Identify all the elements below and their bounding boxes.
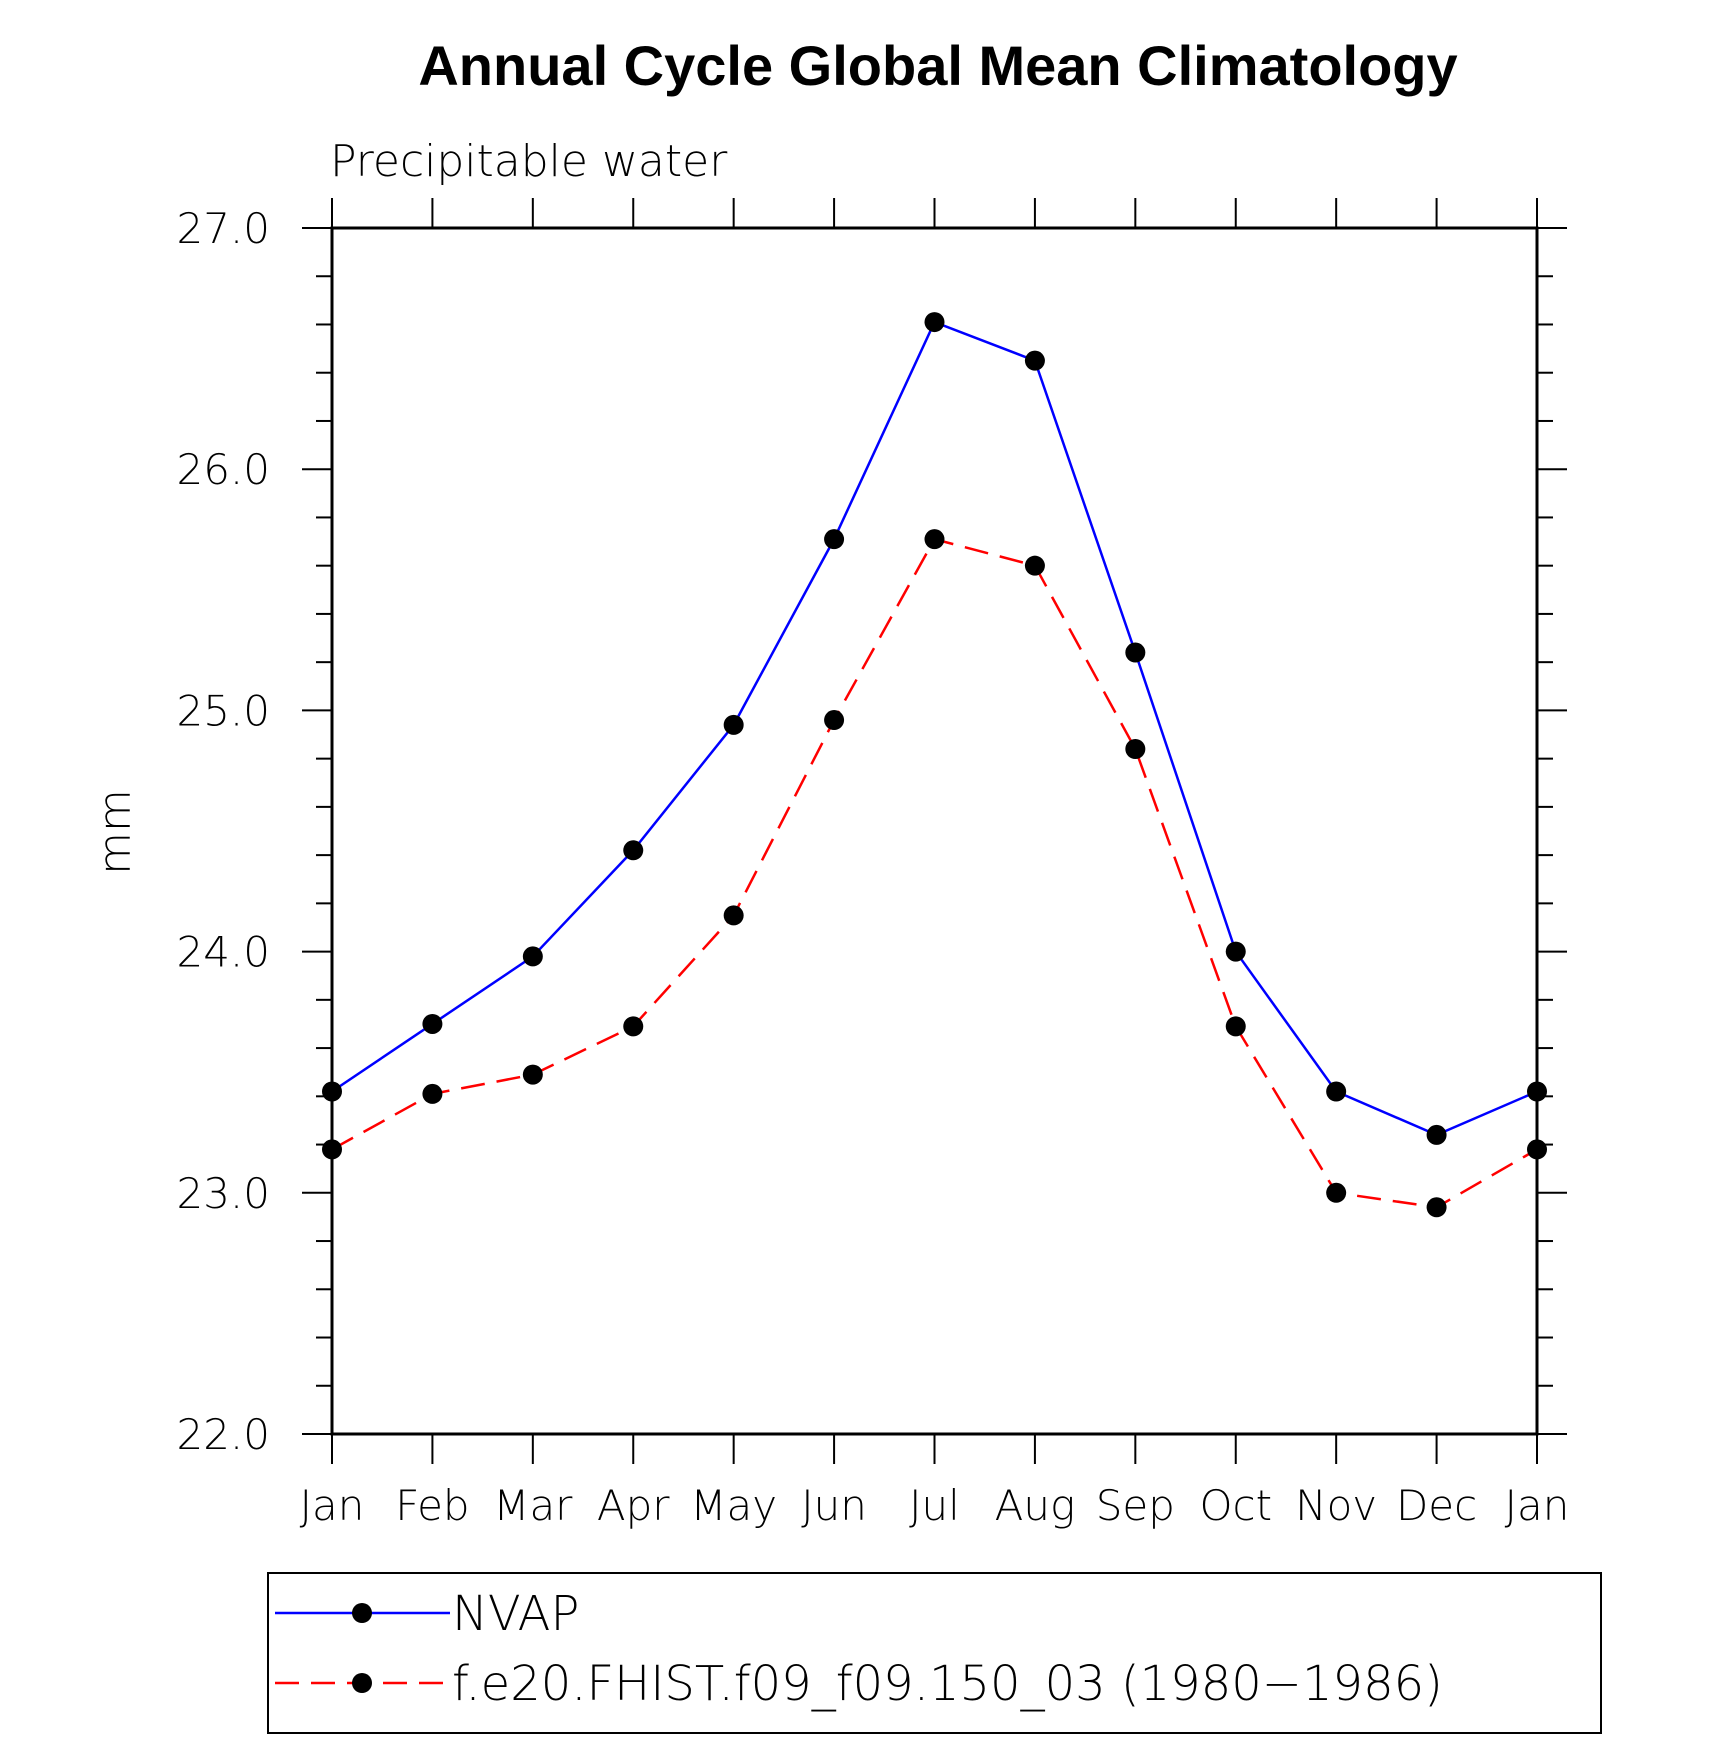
series-point	[723, 714, 744, 735]
series-point	[1225, 941, 1246, 962]
series-point	[1125, 642, 1146, 663]
plot-frame	[330, 226, 1539, 1436]
y-tick-label: 25.0	[176, 686, 270, 735]
y-tick-label: 24.0	[176, 928, 270, 977]
x-tick-label: Jul	[909, 1481, 960, 1530]
series-point	[723, 905, 744, 926]
x-tick-label: Jun	[801, 1481, 867, 1530]
legend-label: NVAP	[452, 1586, 579, 1642]
x-tick-label: Apr	[597, 1481, 670, 1530]
x-tick-label: Jan	[300, 1481, 365, 1530]
x-tick-label: Jan	[1505, 1481, 1570, 1530]
series-point	[1426, 1124, 1447, 1145]
series-line	[331, 320, 1538, 1137]
x-tick-label: Sep	[1096, 1481, 1175, 1530]
x-tick-label: Oct	[1199, 1481, 1272, 1530]
plot-area: 22.0 23.0 24.0 25.0 26.0 27.0 Jan Feb Mar Apr May…	[176, 198, 1569, 1530]
series-point	[1426, 1197, 1447, 1218]
y-tick-label: 27.0	[176, 204, 270, 253]
series-point	[824, 710, 845, 731]
series-point	[1024, 555, 1045, 576]
series-point	[1527, 1139, 1547, 1160]
series-point	[1225, 1016, 1246, 1037]
series-point	[1125, 738, 1146, 759]
series-point	[322, 1139, 342, 1160]
x-tick-label: Feb	[395, 1481, 469, 1530]
series-point	[1326, 1081, 1347, 1102]
y-tick-label: 26.0	[176, 445, 270, 494]
x-tick-label: Dec	[1396, 1481, 1477, 1530]
x-axis-ticks: Jan Feb Mar Apr May Jun Jul Aug Sep Oct Nov Dec Jan	[300, 198, 1570, 1530]
legend: NVAP f.e20.FHIST.f09_f09.150_03 (1980−198…	[267, 1572, 1602, 1734]
series-point	[1326, 1182, 1347, 1203]
series-point	[1024, 350, 1045, 371]
series-point	[422, 1083, 443, 1104]
x-tick-label: May	[690, 1481, 777, 1530]
legend-items: NVAP f.e20.FHIST.f09_f09.150_03 (1980−198…	[275, 1586, 1443, 1712]
series-point	[422, 1013, 443, 1034]
chart-title: Annual Cycle Global Mean Climatology	[418, 34, 1457, 97]
series-point	[924, 529, 945, 550]
series-point	[924, 312, 945, 333]
x-tick-label: Nov	[1295, 1481, 1377, 1530]
y-axis-ticks: 22.0 23.0 24.0 25.0 26.0 27.0	[176, 204, 1567, 1459]
series-point	[824, 529, 845, 550]
series-point	[623, 840, 644, 861]
series-layer	[322, 312, 1547, 1218]
x-tick-label: Mar	[493, 1481, 573, 1530]
legend-marker	[352, 1673, 372, 1693]
series-line	[331, 537, 1538, 1209]
series-point	[522, 946, 543, 967]
y-tick-label: 22.0	[176, 1410, 270, 1459]
series-point	[322, 1081, 342, 1102]
legend-marker	[352, 1603, 372, 1623]
y-tick-label: 23.0	[176, 1169, 270, 1218]
chart-subtitle: Precipitable water	[330, 136, 728, 187]
series-point	[623, 1016, 644, 1037]
series-point	[522, 1064, 543, 1085]
legend-box	[267, 1572, 1602, 1734]
x-tick-label: Aug	[995, 1481, 1076, 1530]
y-axis-label: mm	[90, 789, 141, 875]
legend-label: f.e20.FHIST.f09_f09.150_03 (1980−1986)	[452, 1656, 1443, 1712]
series-point	[1527, 1081, 1547, 1102]
